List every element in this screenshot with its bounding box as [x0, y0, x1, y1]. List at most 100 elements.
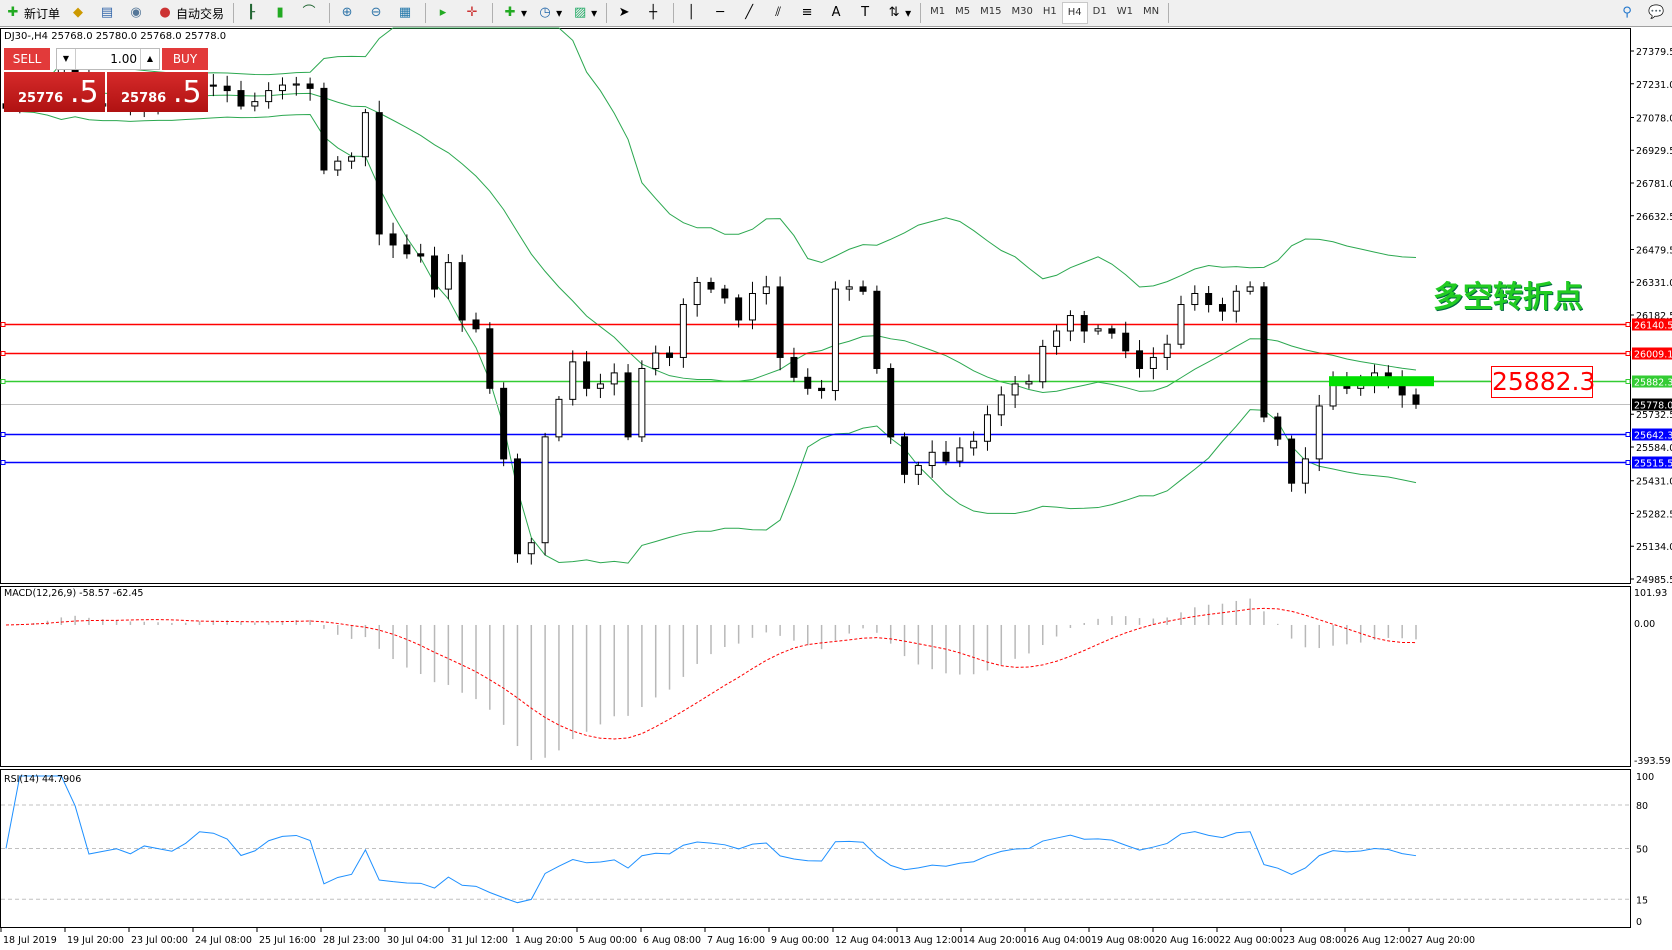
candle-bear — [237, 90, 245, 107]
candle-bear — [1108, 328, 1116, 334]
candle-bear — [389, 233, 397, 246]
candle-bull — [762, 286, 770, 294]
rsi-tick-label: 15 — [1636, 895, 1648, 906]
timeframe-m15[interactable]: M15 — [980, 6, 1002, 17]
history-button[interactable]: ▤ — [95, 2, 122, 24]
chart-shift-button[interactable]: ✛ — [460, 2, 487, 24]
sell-price-big: .5 — [70, 75, 99, 110]
price-tick-label: 27231.0 — [1636, 80, 1672, 91]
level-handle — [0, 322, 6, 327]
candle-bull — [997, 394, 1005, 416]
lot-value[interactable]: 1.00 — [110, 52, 137, 66]
timeframe-w1[interactable]: W1 — [1116, 6, 1133, 17]
signals-button[interactable]: ◉ — [124, 2, 151, 24]
fibonacci-tool[interactable]: ≡ — [795, 2, 822, 24]
lot-decrease-button[interactable]: ▼ — [57, 49, 76, 69]
timeframe-mn[interactable]: MN — [1142, 6, 1160, 17]
bar-chart-button[interactable]: ┠ — [239, 2, 266, 24]
time-tick-label: 6 Aug 08:00 — [643, 935, 701, 946]
price-level-badge — [1632, 456, 1672, 469]
level-handle — [1625, 379, 1631, 384]
level-price-label[interactable]: 25882.3 — [1491, 366, 1596, 398]
horizontal-line-tool[interactable]: ─ — [708, 2, 735, 24]
candle-bull — [1066, 315, 1074, 332]
vertical-line-tool[interactable]: │ — [679, 2, 706, 24]
candle-bear — [223, 85, 231, 92]
timeframe-m5[interactable]: M5 — [955, 6, 971, 17]
sell-price-main: 25776 — [18, 91, 64, 106]
timeframe-m30[interactable]: M30 — [1011, 6, 1033, 17]
candle-bull — [1163, 343, 1171, 358]
price-level-badge — [1632, 428, 1672, 441]
text-tool[interactable]: A — [824, 2, 851, 24]
lot-increase-button[interactable]: ▲ — [140, 49, 159, 69]
zoom-in-button[interactable]: ⊕ — [335, 2, 362, 24]
market-watch-button[interactable]: ◆ — [66, 2, 93, 24]
sell-price-button[interactable]: 25776 .5 — [4, 72, 105, 112]
new-order-button[interactable]: ✚ 新订单 — [1, 2, 64, 24]
chat-button[interactable]: 💬 — [1644, 2, 1671, 24]
rsi-line — [5, 775, 1417, 904]
separator — [920, 3, 922, 23]
candle-bear — [1080, 315, 1088, 332]
separator — [233, 3, 235, 23]
rsi-legend: RSI(14) 44.7906 — [4, 774, 81, 785]
timeframe-m1[interactable]: M1 — [930, 6, 946, 17]
bollinger-upper — [5, 27, 1417, 288]
cursor-tool[interactable]: ➤ — [612, 2, 639, 24]
candle-bull — [251, 101, 259, 107]
auto-trading-button[interactable]: ● 自动交易 — [153, 2, 228, 24]
turning-point-annotation[interactable]: 多空转折点 — [1433, 280, 1583, 315]
signal-icon: ◉ — [130, 5, 142, 20]
level-handle — [0, 379, 6, 384]
trendline-tool[interactable]: ╱ — [737, 2, 764, 24]
zoom-out-button[interactable]: ⊖ — [364, 2, 391, 24]
buy-price-button[interactable]: 25786 .5 — [107, 72, 208, 112]
candle-bull — [1315, 405, 1323, 460]
line-chart-button[interactable]: ⌒ — [297, 2, 324, 24]
templates-button[interactable]: ▨ ▾ — [573, 5, 598, 20]
macd-tick-label: 101.93 — [1634, 588, 1667, 599]
periods-button[interactable]: ◷ ▾ — [533, 2, 566, 24]
candle-bull — [914, 465, 922, 475]
search-button[interactable]: ⚲ — [1615, 2, 1642, 24]
time-tick-label: 22 Aug 00:00 — [1219, 935, 1283, 946]
buy-price-main: 25786 — [121, 91, 167, 106]
channel-tool[interactable]: ⫽ — [766, 2, 793, 24]
tile-windows-button[interactable]: ▦ — [393, 2, 420, 24]
chart-shift-icon: ✛ — [466, 5, 478, 20]
chat-icon: 💬 — [1648, 5, 1665, 20]
price-tick-label: 26331.0 — [1636, 278, 1672, 289]
candle-bear — [1260, 286, 1268, 418]
main-pane — [0, 28, 1631, 584]
sell-button[interactable]: SELL — [4, 48, 50, 71]
timeframe-h4[interactable]: H4 — [1061, 2, 1088, 24]
timeframe-h1[interactable]: H1 — [1042, 6, 1057, 17]
auto-scroll-icon: ▸ — [439, 5, 447, 20]
price-level-badge — [1632, 347, 1672, 360]
candle-bull — [1094, 328, 1102, 332]
buy-button[interactable]: BUY — [162, 48, 208, 71]
candle-bull — [610, 372, 618, 385]
indicators-button[interactable]: ✚ ▾ — [498, 2, 531, 24]
price-level-badge — [1632, 318, 1672, 331]
zoom-out-icon: ⊖ — [370, 5, 382, 20]
auto-scroll-button[interactable]: ▸ — [431, 2, 458, 24]
price-tick-label: 27078.0 — [1636, 113, 1672, 124]
chart-window[interactable]: 27379.5 27231.0 27078.0 26929.5 26781.0 26632… — [0, 27, 1672, 950]
macd-pane — [0, 586, 1631, 767]
crosshair-tool[interactable]: ┼ — [641, 2, 668, 24]
lot-size-input[interactable]: ▼ 1.00 ▲ — [56, 48, 160, 70]
arrows-tool[interactable]: ⇅ ▾ — [882, 2, 915, 24]
candle-bear — [1288, 438, 1296, 484]
candle-chart-button[interactable]: ▮ — [268, 2, 295, 24]
candle-bull — [541, 436, 549, 544]
timeframe-d1[interactable]: D1 — [1092, 6, 1107, 17]
buy-price-big: .5 — [173, 75, 202, 110]
candle-bear — [666, 352, 674, 358]
candle-bull — [1149, 356, 1157, 369]
candle-bear — [1136, 350, 1144, 369]
candle-bull — [693, 281, 701, 306]
text-label-tool[interactable]: T — [853, 2, 880, 24]
candle-bear — [431, 255, 439, 290]
